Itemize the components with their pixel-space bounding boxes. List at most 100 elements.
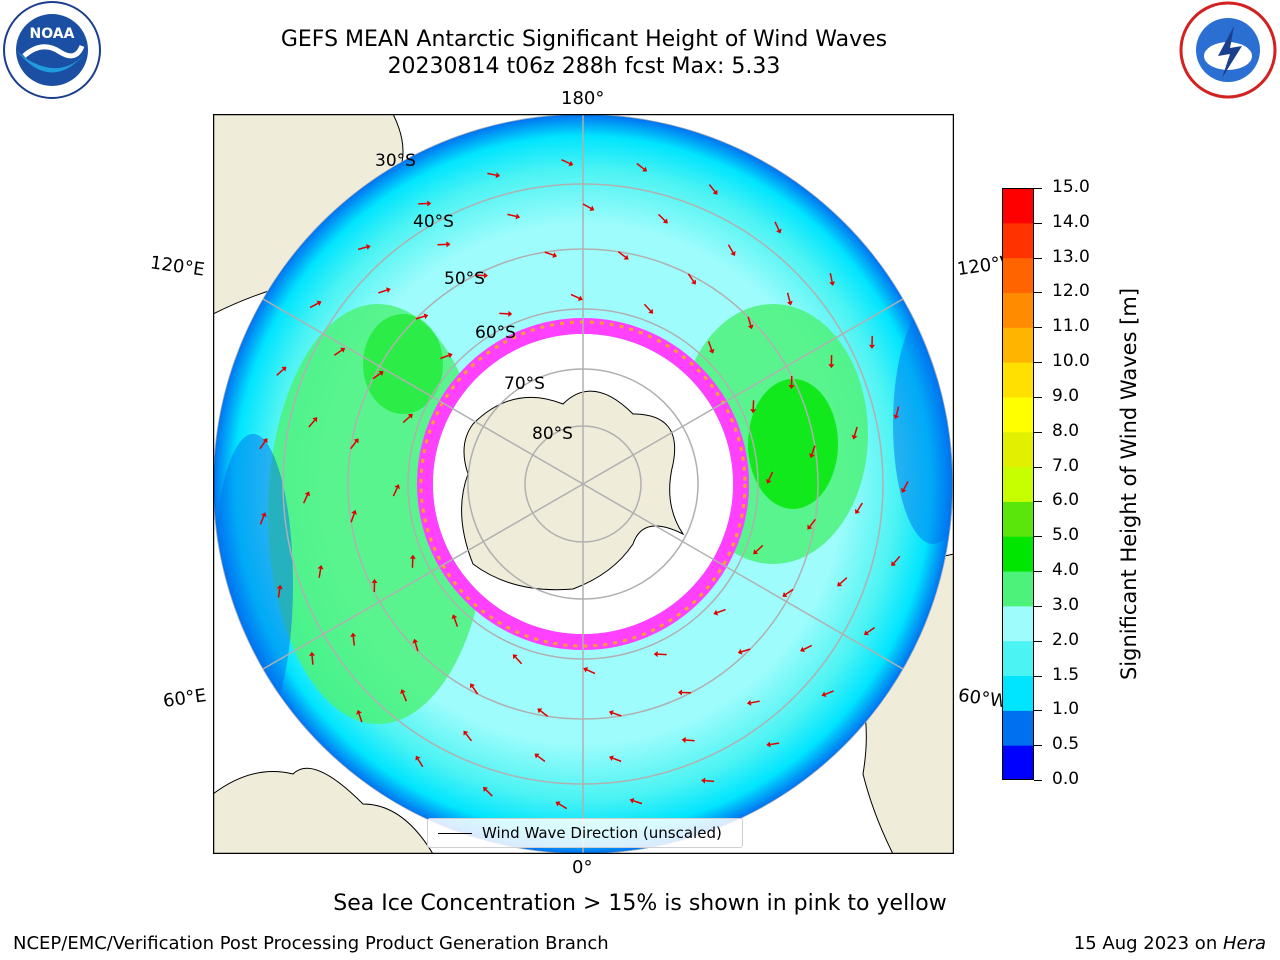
wind-arrow-head — [304, 491, 311, 497]
wind-arrow-head — [713, 609, 719, 616]
colorbar-segment — [1002, 571, 1034, 607]
colorbar-segment — [1002, 362, 1034, 398]
colorbar-tick-label: 12.0 — [1052, 281, 1090, 302]
map-border — [213, 114, 954, 854]
wind-arrow-head — [415, 755, 421, 761]
footer-date-text: 15 Aug 2023 on — [1073, 933, 1223, 954]
colorbar-tick — [1034, 640, 1042, 642]
wind-arrow — [774, 221, 780, 231]
wind-arrow-head — [309, 651, 316, 657]
colorbar-tick-label: 4.0 — [1052, 560, 1080, 581]
lon-label-0: 0° — [572, 857, 593, 878]
noaa-logo-text: NOAA — [30, 26, 75, 42]
colorbar-segment — [1002, 431, 1034, 468]
colorbar-tick-label: 1.0 — [1052, 699, 1080, 720]
colorbar-segment — [1002, 396, 1034, 433]
wind-arrow-head — [708, 348, 715, 354]
colorbar-tick-label: 3.0 — [1052, 594, 1080, 615]
wind-arrow — [866, 626, 876, 634]
wind-arrow-head — [653, 651, 658, 658]
wind-arrow-head — [891, 561, 897, 567]
wind-arrow — [685, 739, 695, 742]
colorbar-tick-label: 8.0 — [1052, 420, 1080, 441]
wind-arrow — [687, 273, 695, 282]
colorbar-segment — [1002, 501, 1034, 537]
wind-arrow-head — [609, 755, 614, 761]
wind-arrow — [540, 710, 549, 717]
lat-label-60s: 60°S — [475, 323, 516, 343]
colorbar-tick-label: 9.0 — [1052, 385, 1080, 406]
wind-arrow-head — [788, 384, 795, 390]
colorbar-segment — [1002, 327, 1034, 363]
colorbar-tick-label: 13.0 — [1052, 246, 1090, 267]
lat-label-30s: 30°S — [375, 151, 416, 171]
wind-arrow-head — [863, 630, 869, 636]
wind-arrow-head — [809, 453, 815, 459]
wind-arrow-head — [470, 683, 475, 689]
wind-arrow — [561, 159, 571, 165]
colorbar-tick — [1034, 362, 1042, 364]
colorbar-tick-label: 0.0 — [1052, 769, 1080, 789]
wind-arrow — [839, 577, 848, 585]
wind-arrow — [643, 303, 652, 312]
wind-arrow-head — [407, 413, 413, 419]
colorbar-tick-label: 15.0 — [1052, 177, 1090, 197]
wind-arrow — [378, 289, 388, 294]
wind-arrow — [259, 441, 266, 450]
wind-arrow-head — [446, 241, 451, 248]
wind-arrow-head — [821, 691, 827, 698]
lon-label-120w: 120°W — [955, 252, 1005, 281]
wind-arrow — [582, 203, 592, 209]
wind-arrow — [350, 441, 357, 450]
wind-arrow-head — [412, 638, 419, 644]
lon-label-120e: 120°E — [148, 252, 206, 281]
wind-arrow — [277, 588, 281, 598]
wind-arrow-head — [577, 295, 583, 301]
colorbar-tick — [1034, 536, 1042, 538]
colorbar-tick — [1034, 396, 1042, 398]
wind-arrow-head — [828, 364, 835, 369]
wind-arrow — [705, 779, 715, 783]
wind-arrow — [803, 644, 813, 651]
wind-arrow — [570, 293, 580, 299]
footer-producer: NCEP/EMC/Verification Post Processing Pr… — [13, 933, 609, 954]
wind-arrow — [485, 789, 493, 797]
colorbar-segment — [1002, 292, 1034, 328]
wind-arrow-head — [800, 646, 806, 653]
wind-arrow-head — [508, 310, 513, 317]
wind-arrow — [537, 755, 546, 762]
wind-arrow-head — [854, 509, 861, 515]
wind-arrow — [415, 315, 425, 320]
colorbar-tick — [1034, 605, 1042, 607]
wind-arrow-head — [427, 200, 432, 207]
wind-arrow-head — [353, 438, 359, 444]
wind-arrow — [372, 372, 381, 380]
colorbar-segment — [1002, 745, 1034, 780]
wind-arrow — [402, 692, 408, 702]
land-africa — [213, 767, 434, 854]
wind-arrow-head — [750, 409, 757, 414]
wind-arrow-head — [782, 592, 788, 597]
wind-arrow-head — [677, 689, 683, 696]
colorbar-segment — [1002, 675, 1034, 711]
wind-arrow — [636, 162, 645, 170]
wind-arrow — [417, 758, 424, 768]
footer-host: Hera — [1222, 933, 1266, 954]
wind-arrow — [770, 742, 780, 746]
wind-arrow-head — [737, 648, 743, 655]
wind-arrow — [318, 568, 322, 578]
lat-label-50s: 50°S — [444, 269, 485, 289]
wind-arrow-head — [776, 228, 782, 234]
colorbar-tick-label: 1.5 — [1052, 664, 1080, 685]
wind-arrow-head — [747, 324, 754, 330]
wind-arrow — [657, 213, 666, 222]
wind-arrow — [903, 481, 909, 490]
wind-arrow — [453, 617, 459, 627]
wind-arrow — [716, 608, 726, 614]
wind-arrow-head — [746, 699, 752, 706]
wind-arrow-head — [568, 160, 574, 167]
wind-arrow-head — [534, 753, 540, 759]
wind-arrow — [311, 655, 314, 665]
wind-arrow-head — [351, 509, 357, 515]
sea-ice-caption: Sea Ice Concentration > 15% is shown in … — [333, 891, 947, 916]
